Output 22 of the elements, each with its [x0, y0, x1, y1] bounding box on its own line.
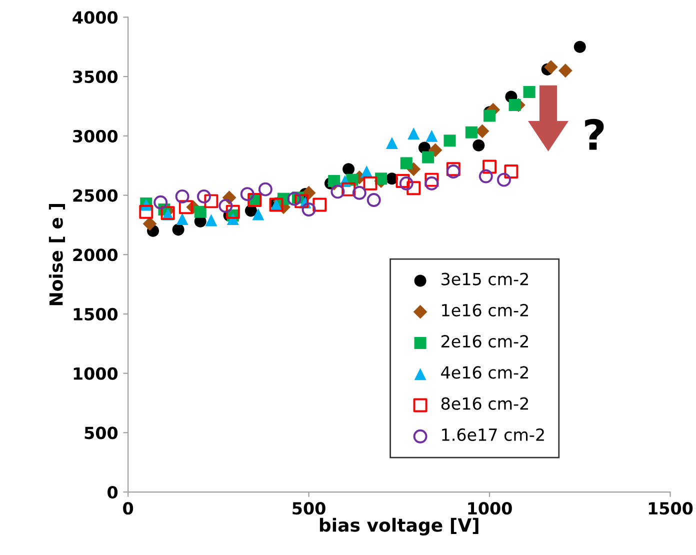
y-tick-label: 2000: [73, 248, 118, 262]
x-tick-label: 1000: [468, 502, 512, 515]
legend-label: 2e16 cm-2: [442, 335, 528, 348]
y-tick-label: 1000: [74, 367, 118, 380]
y-axis-title: Noise [ e ]: [48, 204, 66, 306]
y-tick-label: 0: [108, 486, 118, 499]
x-tick-label: 0: [123, 502, 134, 515]
y-tick-label: 2500: [73, 189, 118, 202]
legend-label: 1.6e17 cm-2: [442, 428, 544, 441]
y-tick-label: 1500: [74, 308, 118, 321]
legend-label: 8e16 cm-2: [441, 397, 528, 410]
y-tick-label: 500: [84, 426, 118, 440]
y-tick-label: 4000: [72, 11, 118, 24]
legend-label: 3e15 cm-2: [442, 272, 528, 286]
y-tick-label: 3000: [73, 130, 118, 142]
annotation: ?: [585, 118, 604, 150]
x-tick-label: 1500: [648, 502, 693, 515]
legend-label: 1e16 cm-2: [442, 304, 528, 316]
x-tick-label: 500: [292, 502, 326, 515]
legend-label: 4e16 cm-2: [441, 366, 528, 379]
y-tick-label: 3500: [73, 70, 118, 84]
x-axis-title: bias voltage [V]: [320, 518, 478, 536]
